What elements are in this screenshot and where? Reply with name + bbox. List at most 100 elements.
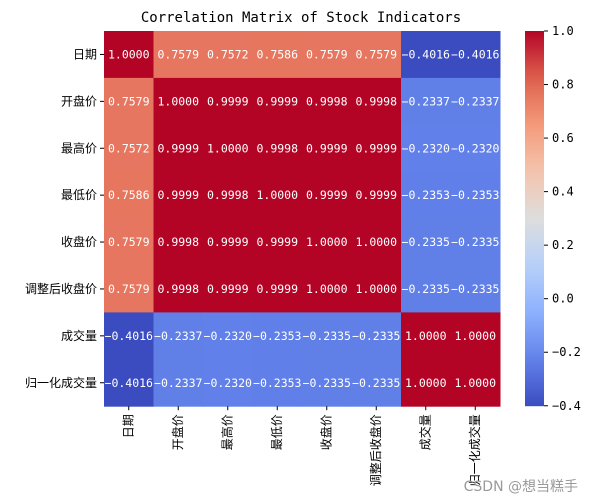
- heatmap-cell: [351, 31, 402, 79]
- cell-value-label: 0.7579: [306, 47, 348, 61]
- cell-value-label: 0.7579: [157, 47, 199, 61]
- heatmap-cell: [203, 77, 253, 126]
- heatmap-cell: [302, 312, 352, 360]
- heatmap-cell: [104, 218, 154, 266]
- heatmap-cell: [450, 312, 501, 360]
- cell-value-label: 0.7579: [108, 94, 150, 108]
- heatmap-cell: [252, 31, 303, 79]
- column-label: 开盘价: [170, 414, 185, 450]
- heatmap-cell: [252, 77, 303, 126]
- cell-value-label: −0.2337: [402, 94, 451, 108]
- heatmap-cell: [450, 265, 501, 313]
- heatmap-cell-labels: 1.0000 0.7579 0.7572 0.7586 0.7579 0.7579 −0.4…: [105, 47, 500, 389]
- row-label: 日期: [73, 47, 97, 61]
- cell-value-label: −0.2335: [352, 329, 400, 343]
- heatmap-cells: [104, 31, 501, 407]
- cell-value-label: −0.4016: [451, 47, 500, 61]
- row-label: 归一化成交量: [25, 375, 97, 390]
- heatmap-cell: [252, 218, 303, 266]
- heatmap-cell: [450, 31, 501, 79]
- cell-value-label: 0.9998: [207, 188, 249, 202]
- cell-value-label: −0.2320: [204, 376, 253, 390]
- cell-value-label: 0.9999: [207, 94, 249, 108]
- cell-value-label: 1.0000: [256, 188, 298, 202]
- heatmap-cell: [153, 312, 204, 360]
- cell-value-label: 1.0000: [306, 235, 348, 249]
- cell-value-label: 0.9998: [306, 94, 348, 108]
- heatmap-cell: [203, 124, 253, 173]
- cell-value-label: 1.0000: [207, 141, 249, 155]
- heatmap-cell: [252, 171, 303, 220]
- cell-value-label: 1.0000: [405, 376, 447, 390]
- heatmap-cell: [302, 171, 352, 220]
- heatmap-cell: [104, 124, 154, 173]
- cell-value-label: −0.2335: [451, 282, 499, 296]
- colorbar-tick-label: 0.8: [552, 78, 574, 92]
- heatmap-cell: [302, 359, 352, 407]
- heatmap-cell: [450, 124, 501, 173]
- cell-value-label: 0.9998: [157, 282, 199, 296]
- heatmap-cell: [401, 77, 451, 126]
- heatmap-cell: [203, 312, 253, 360]
- cell-value-label: 0.9999: [207, 282, 249, 296]
- heatmap-cell: [203, 265, 253, 313]
- row-label: 最低价: [61, 188, 97, 202]
- heatmap-cell: [104, 77, 154, 126]
- cell-value-label: −0.2335: [402, 235, 450, 249]
- cell-value-label: 0.9999: [207, 235, 249, 249]
- cell-value-label: 0.9999: [306, 188, 348, 202]
- cell-value-label: −0.2335: [352, 376, 400, 390]
- heatmap-cell: [401, 359, 451, 407]
- heatmap-cell: [401, 124, 451, 173]
- watermark: CSDN @想当糕手: [464, 479, 578, 495]
- heatmap-cell: [351, 265, 402, 313]
- cell-value-label: 1.0000: [355, 235, 397, 249]
- heatmap-cell: [153, 265, 204, 313]
- colorbar-tick-label: 0.0: [552, 292, 574, 306]
- heatmap-cell: [104, 312, 154, 360]
- column-label: 收盘价: [319, 414, 334, 450]
- cell-value-label: −0.4016: [105, 329, 154, 343]
- cell-value-label: 0.7579: [108, 282, 150, 296]
- colorbar-tick-label: 1.0: [552, 24, 574, 38]
- heatmap-cell: [401, 312, 451, 360]
- heatmap-cell: [104, 359, 154, 407]
- column-label: 调整后收盘价: [368, 414, 383, 486]
- colorbar-tick-label: −0.2: [552, 345, 581, 359]
- colorbar-tick-label: 0.4: [552, 185, 574, 199]
- heatmap-cell: [252, 265, 303, 313]
- heatmap-cell: [450, 171, 501, 220]
- cell-value-label: −0.2337: [154, 376, 203, 390]
- cell-value-label: 1.0000: [355, 282, 397, 296]
- heatmap-cell: [351, 124, 402, 173]
- cell-value-label: 0.9998: [256, 141, 298, 155]
- heatmap-cell: [351, 77, 402, 126]
- cell-value-label: −0.2353: [402, 188, 451, 202]
- cell-value-label: −0.2335: [451, 235, 499, 249]
- colorbar: 1.0 0.8 0.6 0.4 0.2 0.0 −0.2 −0.4: [525, 24, 581, 413]
- heatmap-cell: [153, 359, 204, 407]
- cell-value-label: −0.4016: [402, 47, 451, 61]
- column-label: 归一化成交量: [467, 414, 482, 486]
- heatmap-cell: [203, 218, 253, 266]
- cell-value-label: 0.7579: [108, 235, 150, 249]
- cell-value-label: 0.9999: [157, 188, 199, 202]
- cell-value-label: −0.2353: [253, 329, 302, 343]
- heatmap-cell: [252, 312, 303, 360]
- cell-value-label: 0.9999: [256, 235, 298, 249]
- heatmap-cell: [302, 77, 352, 126]
- colorbar-gradient: [525, 31, 544, 407]
- heatmap-cell: [401, 171, 451, 220]
- cell-value-label: 0.9998: [355, 94, 397, 108]
- cell-value-label: 0.9999: [157, 141, 199, 155]
- heatmap-cell: [401, 265, 451, 313]
- cell-value-label: 0.7572: [108, 141, 150, 155]
- heatmap-cell: [302, 265, 352, 313]
- row-label: 开盘价: [61, 93, 97, 108]
- cell-value-label: 1.0000: [405, 329, 447, 343]
- colorbar-tick-label: 0.6: [552, 131, 574, 145]
- row-label: 最高价: [61, 140, 97, 155]
- colorbar-tick-label: −0.4: [552, 399, 581, 413]
